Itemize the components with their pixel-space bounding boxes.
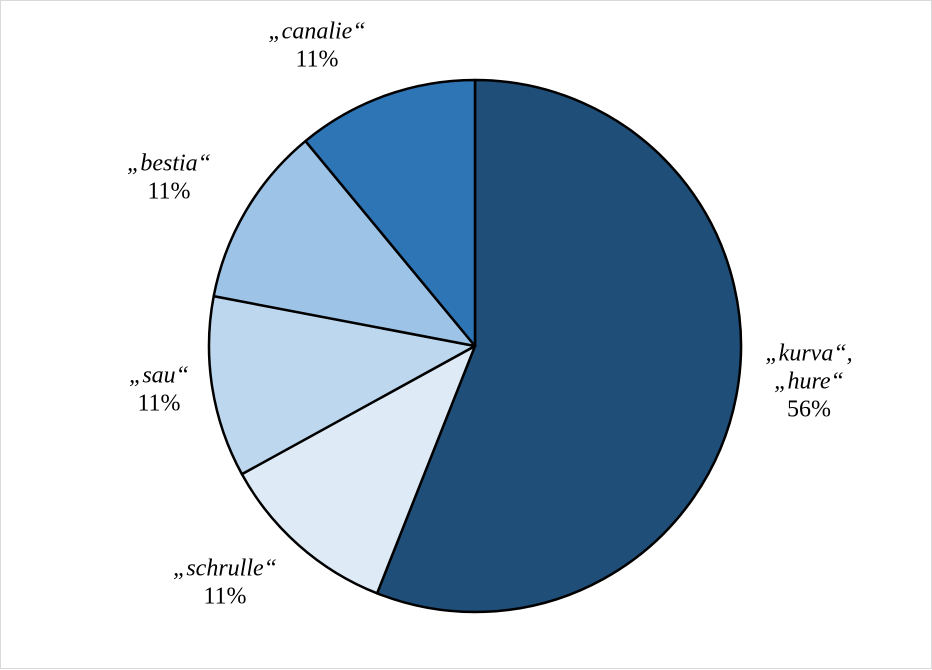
slice-name-label: „canalie“ (268, 19, 365, 45)
slice-label-5: „canalie“ 11% (268, 19, 365, 73)
slice-label-3: „sau“ 11% (129, 363, 189, 417)
slice-name-label: „sau“ (129, 363, 189, 389)
slice-percent-label: 11% (137, 391, 180, 417)
pie-slice-2 (240, 344, 477, 595)
slice-name-label: „schrulle“ (173, 556, 277, 582)
slice-label-1: „kurva“, „hure“ 56% (765, 341, 852, 423)
slice-label-2: „schrulle“ 11% (173, 556, 277, 610)
slice-label-4: „bestia“ 11% (127, 151, 211, 205)
slice-percent-label: 11% (147, 179, 190, 205)
slice-percent-label: 11% (295, 47, 338, 73)
slice-name-label: „hure“ (774, 369, 844, 395)
slice-name-label: „bestia“ (127, 151, 211, 177)
slice-name-label: „kurva“, (765, 341, 852, 367)
slice-percent-label: 11% (203, 584, 246, 610)
pie-slices (207, 78, 743, 614)
slice-percent-label: 56% (787, 397, 831, 423)
pie-slice-1 (375, 78, 743, 614)
pie-slice-4 (212, 139, 477, 348)
pie-slice-5 (304, 78, 477, 348)
pie-slice-3 (207, 294, 477, 476)
pie-labels: „kurva“, „hure“ 56%„schrulle“ 11%„sau“ 11%„b… (127, 19, 853, 610)
